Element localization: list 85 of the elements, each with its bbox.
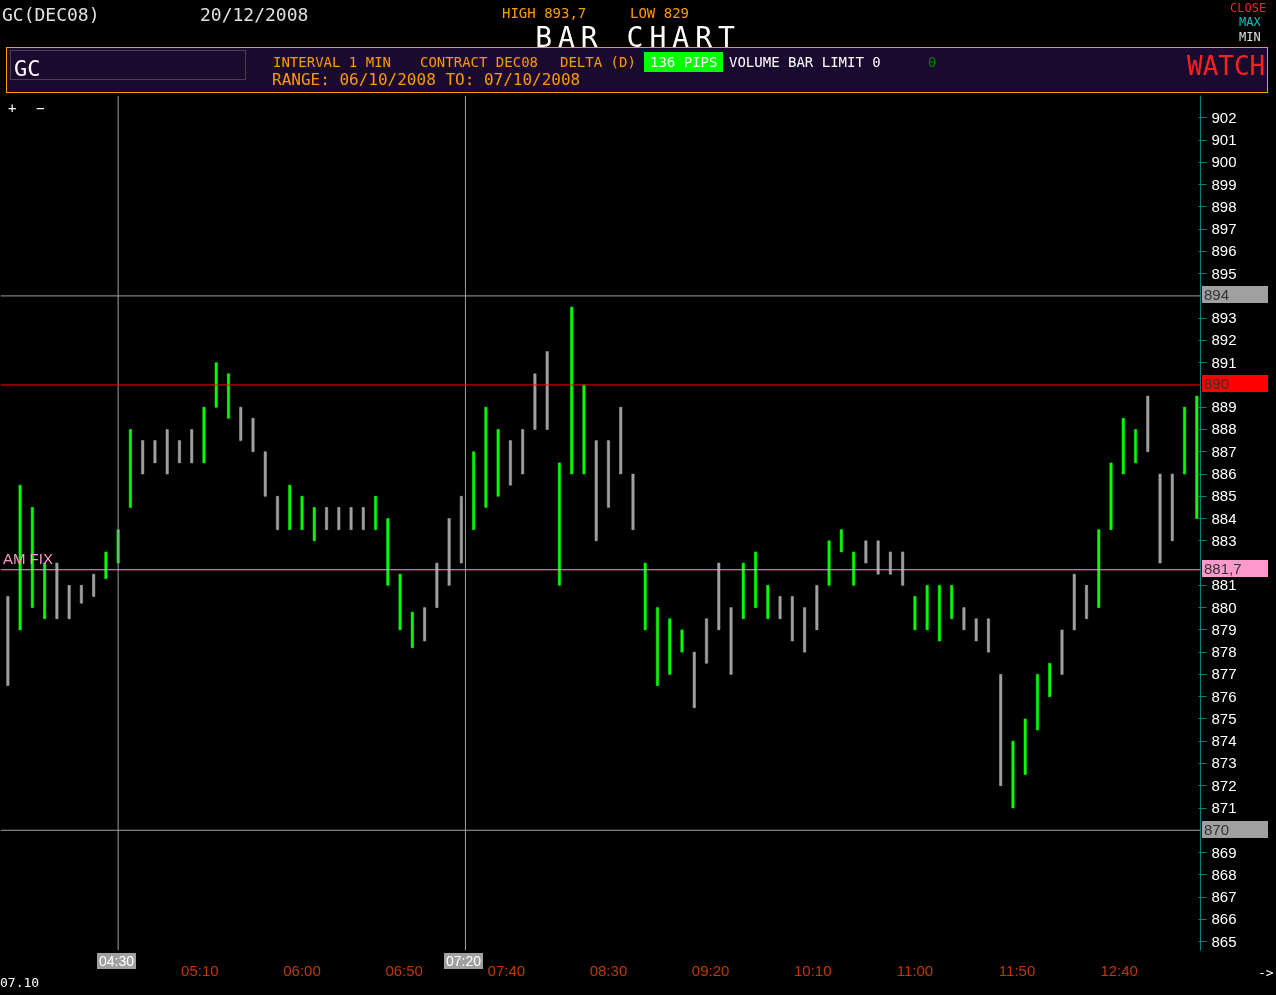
x-tick-label: 06:50 <box>385 961 423 979</box>
y-tick-label: 897 <box>1211 220 1237 238</box>
ref-line-label: 04:30 <box>97 953 137 969</box>
text: GC(DEC08) <box>2 3 100 27</box>
candlestick <box>92 573 96 597</box>
x-tick-label: 08:30 <box>589 961 628 979</box>
y-tick-label: 869 <box>1211 843 1237 861</box>
text: MIN <box>1239 29 1261 46</box>
ref-line-label: 881,7 <box>1202 560 1268 577</box>
y-tick-label: 898 <box>1211 197 1237 215</box>
y-tick-label: 896 <box>1211 242 1237 260</box>
text: DELTA (D) <box>560 53 636 72</box>
text: CONTRACT DEC08 <box>420 53 539 72</box>
y-tick-label: 886 <box>1211 465 1237 483</box>
text: 20/12/2008 <box>200 3 309 27</box>
x-tick-label: 11:00 <box>896 961 934 979</box>
text: MAX <box>1239 14 1261 31</box>
text: WATCH <box>1187 50 1266 83</box>
candlestick <box>962 607 966 631</box>
y-tick-label: 881 <box>1211 576 1237 594</box>
y-tick-label: 867 <box>1211 888 1237 906</box>
candlestick <box>864 540 868 564</box>
chart-title: BAR CHART <box>535 21 741 54</box>
text: VOLUME BAR LIMIT 0 <box>729 53 881 72</box>
x-tick-label: 06:00 <box>283 961 321 979</box>
candlestick <box>974 618 978 642</box>
x-tick-label: 07:40 <box>487 961 526 979</box>
text: CLOSE <box>1230 0 1267 17</box>
y-tick-label: 871 <box>1211 799 1237 816</box>
y-tick-label: 873 <box>1211 754 1237 772</box>
x-tick-label: 05:10 <box>181 961 219 979</box>
y-tick-label: 887 <box>1211 442 1237 460</box>
candlestick <box>349 506 353 531</box>
y-tick-label: 872 <box>1211 776 1237 794</box>
y-tick-label: 868 <box>1211 865 1237 883</box>
ref-line-label: 894 <box>1202 286 1268 303</box>
annotation: + <box>8 100 17 116</box>
candlestick <box>361 506 365 531</box>
text: -> <box>1258 965 1274 980</box>
y-tick-label: 899 <box>1211 175 1237 193</box>
y-tick-label: 892 <box>1211 331 1237 349</box>
y-tick-label: 874 <box>1211 732 1237 750</box>
candlestick <box>325 506 329 531</box>
y-tick-label: 895 <box>1211 264 1237 282</box>
y-tick-label: 883 <box>1211 531 1237 549</box>
y-tick-label: 866 <box>1211 910 1237 928</box>
y-tick-label: 875 <box>1211 709 1237 727</box>
x-tick-label: 10:10 <box>793 961 832 979</box>
y-tick-label: 879 <box>1211 620 1237 638</box>
y-tick-label: 885 <box>1211 487 1237 505</box>
candlestick <box>778 595 782 620</box>
y-tick-label: 902 <box>1211 108 1237 126</box>
annotation: − <box>36 100 45 116</box>
text: GC <box>14 55 41 83</box>
y-tick-label: 889 <box>1211 398 1237 416</box>
y-tick-label: 901 <box>1211 131 1237 149</box>
candlestick <box>337 506 341 531</box>
text: HIGH 893,7 <box>502 4 587 23</box>
x-tick-label: 12:40 <box>1100 961 1138 979</box>
candlestick <box>177 440 181 464</box>
text: 136 PIPS <box>644 52 724 72</box>
y-tick-label: 893 <box>1211 309 1237 327</box>
y-tick-label: 878 <box>1211 643 1237 661</box>
ref-line-label: 870 <box>1202 821 1268 838</box>
x-tick-label: 11:50 <box>998 961 1036 979</box>
ref-line-label: 890 <box>1202 375 1268 392</box>
y-tick-label: 884 <box>1211 509 1237 527</box>
candlestick <box>888 551 892 575</box>
candlestick <box>839 529 843 553</box>
y-tick-label: 888 <box>1211 420 1237 438</box>
text: INTERVAL 1 MIN <box>273 53 392 72</box>
y-tick-label: 880 <box>1211 598 1237 616</box>
text: 0 <box>928 53 937 72</box>
text: 07.10 <box>0 975 40 990</box>
y-tick-label: 891 <box>1211 353 1237 371</box>
y-tick-label: 877 <box>1211 665 1237 683</box>
candlestick <box>680 629 684 653</box>
text: LOW 829 <box>630 4 690 23</box>
y-tick-label: 876 <box>1211 687 1237 705</box>
text: RANGE: 06/10/2008 TO: 07/10/2008 <box>272 69 581 91</box>
y-tick-label: 900 <box>1211 153 1237 171</box>
ref-line-label: 07:20 <box>444 953 484 969</box>
candlestick <box>153 440 157 464</box>
x-tick-label: 09:20 <box>691 961 730 979</box>
y-tick-label: 865 <box>1211 932 1237 950</box>
